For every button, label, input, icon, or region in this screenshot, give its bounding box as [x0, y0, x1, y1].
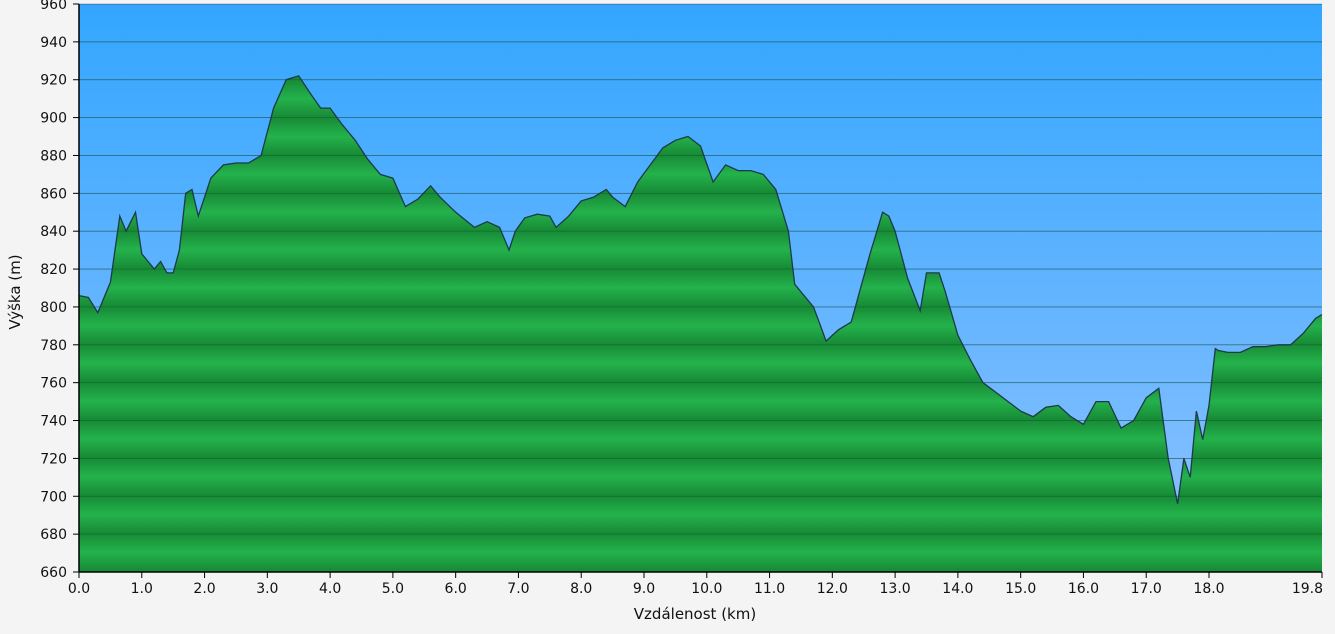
- terrain-area: [79, 75, 1322, 572]
- y-tick-label-860: 860: [40, 186, 67, 202]
- x-tick-label-9: 9.0: [633, 581, 655, 597]
- y-axis-title: Výška (m): [6, 254, 24, 329]
- y-tick-label-720: 720: [40, 451, 67, 467]
- x-tick-label-10: 10.0: [691, 581, 722, 597]
- x-tick-label-1: 1.0: [131, 581, 153, 597]
- x-tick-label-7: 7.0: [507, 581, 529, 597]
- terrain-outline: [79, 75, 1322, 504]
- y-tick-label-940: 940: [40, 35, 67, 51]
- y-tick-label-960: 960: [40, 0, 67, 13]
- y-tick-label-700: 700: [40, 489, 67, 505]
- y-tick-label-660: 660: [40, 565, 67, 581]
- y-tick-label-760: 760: [40, 376, 67, 392]
- x-tick-label-0: 0.0: [68, 581, 90, 597]
- y-tick-label-840: 840: [40, 224, 67, 240]
- x-tick-label-15: 15.0: [1005, 581, 1036, 597]
- x-tick-label-2: 2.0: [193, 581, 215, 597]
- x-tick-label-16: 16.0: [1068, 581, 1099, 597]
- x-tick-label-6: 6.0: [445, 581, 467, 597]
- y-tick-label-880: 880: [40, 148, 67, 164]
- y-tick-label-920: 920: [40, 73, 67, 89]
- x-tick-label-14: 14.0: [942, 581, 973, 597]
- x-ticks: 0.0 1.0 2.0 3.0 4.0 5.0 6.0 7.0 8.0 9.0 10.0 11.0 12…: [68, 572, 1323, 597]
- x-tick-label-19: 19.8: [1292, 581, 1323, 597]
- x-tick-label-11: 11.0: [754, 581, 785, 597]
- x-tick-label-17: 17.0: [1131, 581, 1162, 597]
- x-tick-label-4: 4.0: [319, 581, 341, 597]
- y-tick-label-900: 900: [40, 111, 67, 127]
- y-ticks: 660 680 700 720 740 760 780 800 820 840 860 880 900 9…: [40, 0, 79, 581]
- x-tick-label-5: 5.0: [382, 581, 404, 597]
- y-tick-label-820: 820: [40, 262, 67, 278]
- x-tick-label-12: 12.0: [817, 581, 848, 597]
- x-tick-label-3: 3.0: [256, 581, 278, 597]
- y-tick-label-740: 740: [40, 414, 67, 430]
- x-tick-label-13: 13.0: [880, 581, 911, 597]
- y-tick-label-800: 800: [40, 300, 67, 316]
- band-lines: [79, 4, 1322, 535]
- y-tick-label-680: 680: [40, 527, 67, 543]
- x-tick-label-18: 18.0: [1193, 581, 1224, 597]
- x-tick-label-8: 8.0: [570, 581, 592, 597]
- x-axis-title: Vzdálenost (km): [634, 605, 756, 623]
- y-tick-label-780: 780: [40, 338, 67, 354]
